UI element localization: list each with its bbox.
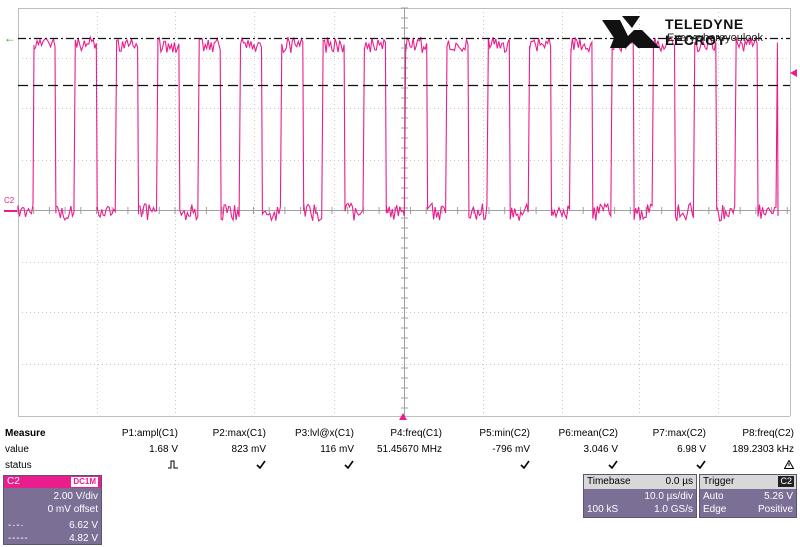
param-value-p8: 189.2303 kHz	[732, 444, 794, 455]
timebase-scale: 10.0 µs/div	[644, 491, 693, 502]
waveform-path	[33, 35, 779, 223]
param-value-p1: 1.68 V	[149, 444, 178, 455]
cursor1-dash-icon: - · - ·	[8, 520, 24, 531]
lecroy-logo-mark-icon	[602, 16, 660, 48]
param-header-p8[interactable]: P8:freq(C2)	[742, 428, 794, 439]
param-header-p3[interactable]: P3:lvl@x(C1)	[294, 428, 354, 439]
c2-waveform-trace	[17, 35, 779, 223]
param-header-p2[interactable]: P2:max(C1)	[212, 428, 266, 439]
warning-icon	[704, 459, 795, 472]
trigger-title: Trigger	[703, 476, 735, 487]
trigger-source-badge: C2	[778, 476, 794, 487]
param-value-p6: 3.046 V	[583, 444, 618, 455]
param-header-p1[interactable]: P1:ampl(C1)	[121, 428, 178, 439]
timebase-samples: 100 kS	[587, 504, 619, 515]
teledyne-lecroy-logo: TELEDYNE LECROY Everywhereyoulook	[602, 14, 792, 50]
trigger-type: Edge	[703, 504, 727, 515]
param-value-p7: 6.98 V	[677, 444, 706, 455]
vertical-offset: 0 mV offset	[47, 504, 98, 515]
param-header-p5[interactable]: P5:min(C2)	[479, 428, 530, 439]
c2-trace-label: C2	[4, 196, 15, 205]
cursor2-dash-icon: - - - - -	[8, 533, 28, 544]
channel-descriptor-header: C2 DC1M	[4, 476, 101, 488]
trigger-level: 5.26 V	[764, 491, 793, 502]
measure-header-row: Measure P1:ampl(C1) P2:max(C1) P3:lvl@x(…	[0, 427, 800, 442]
trigger-position-bottom-marker[interactable]	[399, 413, 407, 420]
timebase-descriptor[interactable]: Timebase 0.0 µs 10.0 µs/div 100 kS 1.0 G…	[583, 474, 697, 518]
param-header-p4[interactable]: P4:freq(C1)	[390, 428, 442, 439]
cursor2-value: 4.82 V	[69, 533, 98, 544]
timebase-title: Timebase	[587, 476, 631, 487]
status-row-label: status	[5, 460, 32, 471]
measure-value-row: value 1.68 V 823 mV 116 mV 51.45670 MHz …	[0, 443, 800, 458]
trigger-level-right-marker[interactable]	[790, 69, 797, 77]
timebase-delay: 0.0 µs	[665, 476, 693, 487]
vertical-scale: 2.00 V/div	[53, 491, 98, 502]
check-icon	[440, 460, 530, 472]
trigger-arrow-icon[interactable]: ←	[4, 31, 16, 45]
param-value-p5: -796 mV	[492, 444, 530, 455]
trigger-slope: Positive	[757, 504, 793, 515]
timebase-header: Timebase 0.0 µs	[584, 475, 696, 489]
param-header-p7[interactable]: P7:max(C2)	[652, 428, 706, 439]
param-header-p6[interactable]: P6:mean(C2)	[558, 428, 618, 439]
c2-channel-descriptor[interactable]: C2 DC1M 2.00 V/div 0 mV offset - · - · 6…	[3, 475, 102, 545]
measure-table: Measure P1:ampl(C1) P2:max(C1) P3:lvl@x(…	[0, 427, 800, 475]
trigger-descriptor[interactable]: Trigger C2 Auto 5.26 V Edge Positive	[699, 474, 797, 518]
measure-status-row: status	[0, 459, 800, 474]
value-row-label: value	[5, 444, 29, 455]
param-value-p4: 51.45670 MHz	[376, 444, 442, 455]
oscilloscope-display	[4, 7, 797, 420]
pulse-icon	[88, 460, 178, 472]
check-icon	[176, 460, 266, 472]
trigger-mode: Auto	[703, 491, 724, 502]
logo-tagline-text: Everywhereyoulook	[667, 32, 763, 44]
param-value-p2: 823 mV	[231, 444, 266, 455]
timebase-sample-rate: 1.0 GS/s	[654, 504, 693, 515]
param-value-p3: 116 mV	[320, 444, 354, 455]
channel-name: C2	[7, 476, 20, 487]
measure-title[interactable]: Measure	[5, 428, 46, 439]
logo-brand-text: TELEDYNE LECROY	[665, 16, 744, 48]
check-icon	[616, 460, 706, 472]
waveform-lead-in-path	[17, 44, 35, 217]
coupling-badge: DC1M	[71, 477, 98, 487]
trigger-header: Trigger C2	[700, 475, 796, 489]
check-icon	[264, 460, 354, 472]
cursor1-value: 6.62 V	[69, 520, 98, 531]
check-icon	[528, 460, 618, 472]
